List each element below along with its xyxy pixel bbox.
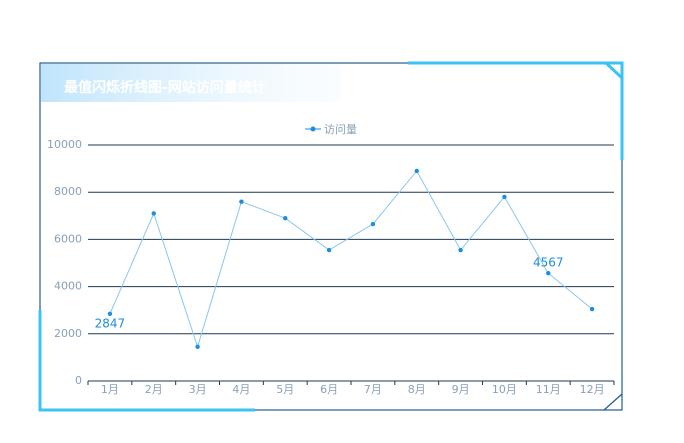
x-tick-label: 3月 (189, 383, 207, 396)
x-tick-label: 12月 (580, 383, 605, 396)
y-tick-label: 6000 (54, 232, 82, 245)
y-tick-label: 8000 (54, 185, 82, 198)
chart-title: 最值闪烁折线图-网站访问量统计 (64, 79, 266, 96)
x-tick-label: 5月 (276, 383, 294, 396)
x-tick-label: 1月 (101, 383, 119, 396)
point (151, 211, 156, 216)
y-tick-label: 0 (75, 374, 82, 387)
y-tick-label: 10000 (47, 138, 82, 151)
point (326, 247, 332, 253)
x-tick-label: 8月 (408, 383, 426, 396)
point (502, 194, 507, 200)
legend-dot (310, 126, 316, 132)
x-tick-label: 10月 (492, 383, 517, 396)
data-label: 4567 (533, 256, 564, 270)
x-tick-label: 4月 (232, 383, 250, 396)
point (546, 271, 551, 276)
legend-label: 访问量 (324, 123, 357, 136)
corner-accent (408, 61, 624, 160)
point (283, 215, 288, 221)
corner-accent (38, 310, 255, 412)
panel-frame (39, 62, 623, 411)
data-label: 2847 (95, 316, 126, 330)
line (109, 170, 593, 349)
point (370, 221, 376, 227)
corner-cut (603, 393, 623, 411)
point (589, 306, 595, 312)
y-tick-label: 4000 (54, 280, 82, 293)
point (414, 168, 419, 174)
y-tick-label: 2000 (54, 327, 82, 340)
x-tick-label: 9月 (452, 383, 470, 396)
title-bar (41, 64, 341, 102)
point (195, 344, 200, 349)
point (458, 247, 463, 253)
x-tick-label: 11月 (536, 383, 561, 396)
x-tick-label: 7月 (364, 383, 382, 396)
point (107, 311, 113, 317)
point (239, 199, 244, 204)
x-tick-label: 6月 (320, 383, 338, 396)
x-tick-label: 2月 (145, 383, 163, 396)
